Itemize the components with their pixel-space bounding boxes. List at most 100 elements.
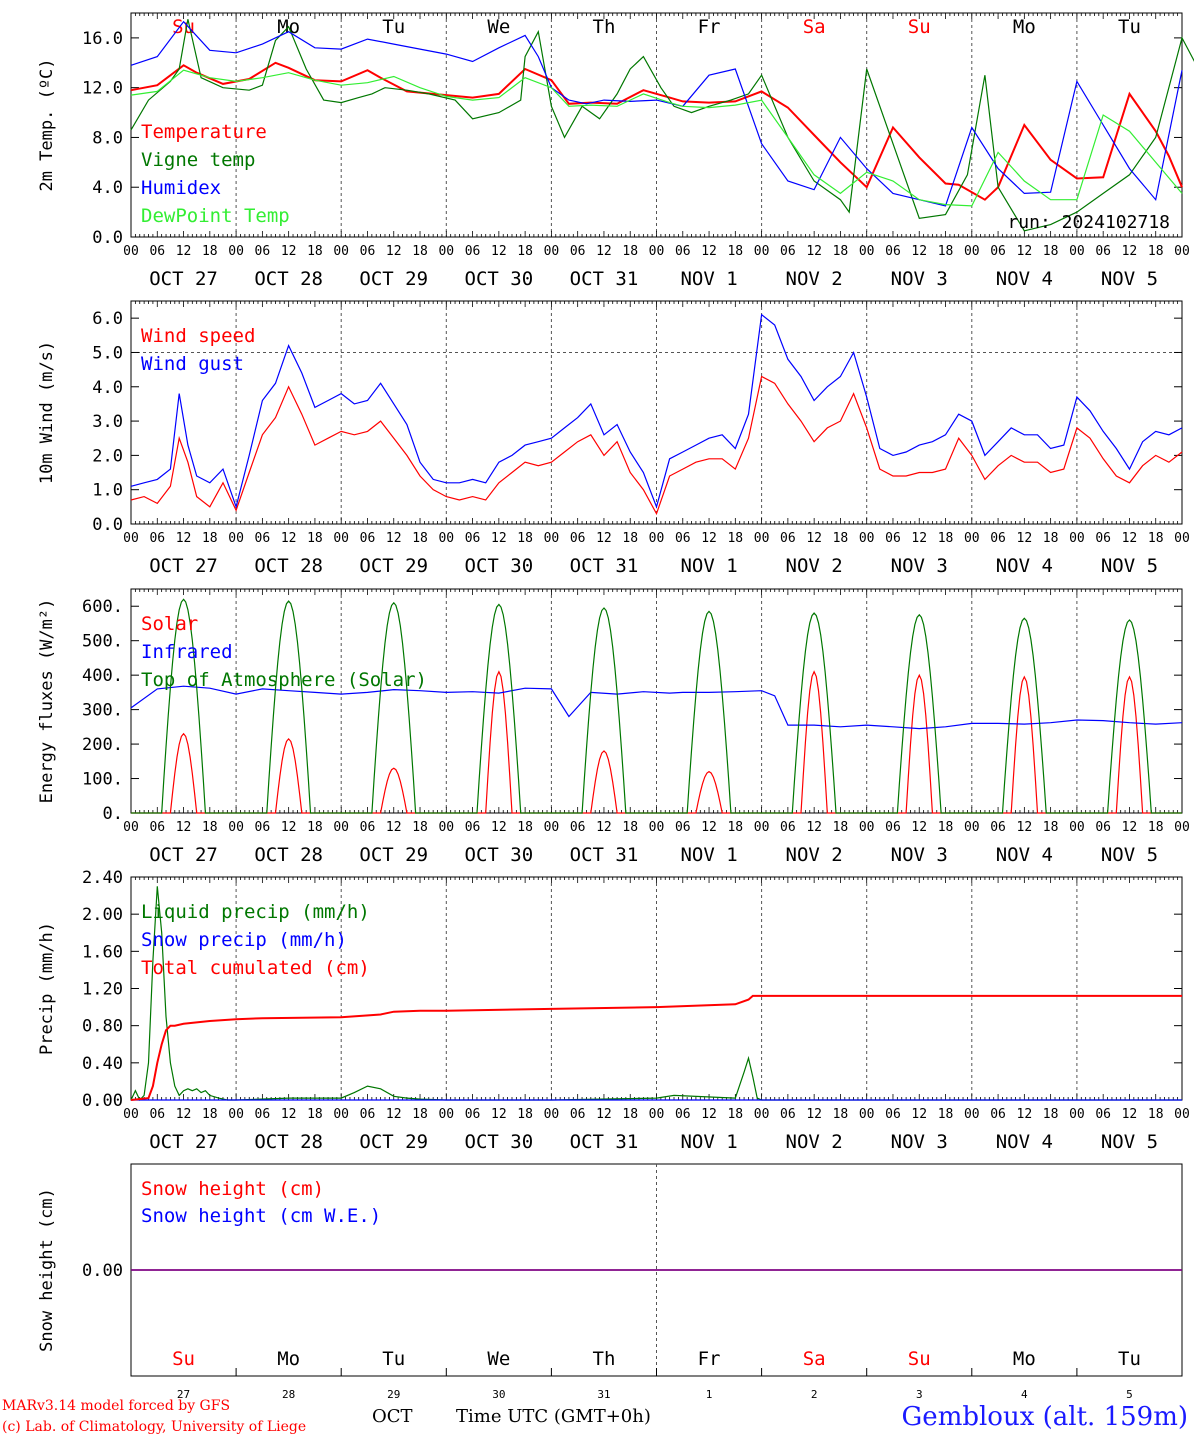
temp-hour-label: 06 [149, 244, 165, 259]
wind-day-label: NOV 5 [1101, 555, 1158, 577]
precip-series-total-cumulated-cm--line [130, 994, 1182, 1101]
precip-y-tick-label: 2.00 [82, 905, 123, 925]
energy-hour-label: 06 [570, 820, 586, 835]
snow-day-number: 3 [916, 1388, 923, 1401]
energy-hour-label: 00 [964, 820, 980, 835]
x-axis-month: OCT [372, 1406, 413, 1427]
wind-y-tick-label: 0.0 [92, 515, 123, 535]
energy-hour-label: 00 [1069, 820, 1085, 835]
energy-hour-label: 12 [911, 820, 927, 835]
energy-day-label: OCT 30 [465, 844, 534, 866]
precip-hour-label: 00 [228, 1107, 244, 1122]
temp-hour-label: 00 [649, 244, 665, 259]
energy-legend-entry: Top of Atmosphere (Solar) [141, 669, 427, 691]
precip-y-tick-label: 0.80 [82, 1017, 123, 1037]
temp-hour-label: 06 [570, 244, 586, 259]
precip-hour-label: 06 [1095, 1107, 1111, 1122]
temp-weekday-label: Tu [382, 16, 405, 38]
temp-hour-label: 00 [754, 244, 770, 259]
precip-hour-label: 06 [780, 1107, 796, 1122]
energy-hour-label: 12 [596, 820, 612, 835]
temp-y-tick-label: 0.0 [92, 228, 123, 248]
wind-hour-label: 18 [202, 531, 218, 546]
snow-legend-entry: Snow height (cm W.E.) [141, 1205, 381, 1227]
energy-hour-label: 12 [386, 820, 402, 835]
precip-hour-label: 06 [255, 1107, 271, 1122]
lab-credit: (c) Lab. of Climatology, University of L… [2, 1419, 307, 1435]
temp-hour-label: 00 [228, 244, 244, 259]
temp-day-label: NOV 1 [680, 268, 737, 290]
precip-hour-label: 18 [833, 1107, 849, 1122]
temp-legend-entry: Temperature [141, 121, 267, 143]
temp-hour-label: 00 [544, 244, 560, 259]
precip-hour-label: 18 [517, 1107, 533, 1122]
temp-hour-label: 06 [780, 244, 796, 259]
wind-hour-label: 18 [938, 531, 954, 546]
energy-hour-label: 18 [517, 820, 533, 835]
temp-hour-label: 00 [859, 244, 875, 259]
energy-y-tick-label: 400. [82, 666, 123, 686]
wind-hour-label: 06 [149, 531, 165, 546]
wind-y-tick-label: 6.0 [92, 309, 123, 329]
temp-hour-label: 12 [281, 244, 297, 259]
precip-hour-label: 12 [911, 1107, 927, 1122]
precip-hour-label: 18 [1043, 1107, 1059, 1122]
temp-day-label: NOV 5 [1101, 268, 1158, 290]
wind-hour-label: 06 [990, 531, 1006, 546]
temp-hour-label: 18 [622, 244, 638, 259]
precip-hour-label: 06 [465, 1107, 481, 1122]
energy-day-label: OCT 27 [149, 844, 218, 866]
temp-hour-label: 12 [176, 244, 192, 259]
energy-y-axis-title: Energy fluxes (W/m²) [37, 599, 57, 804]
temp-hour-label: 00 [964, 244, 980, 259]
temp-day-label: OCT 29 [359, 268, 428, 290]
temp-hour-label: 18 [1148, 244, 1164, 259]
precip-day-label: OCT 29 [359, 1131, 428, 1153]
precip-day-label: OCT 31 [570, 1131, 639, 1153]
energy-hour-label: 00 [544, 820, 560, 835]
precip-hour-label: 00 [964, 1107, 980, 1122]
energy-day-label: NOV 1 [680, 844, 737, 866]
energy-hour-label: 06 [675, 820, 691, 835]
temp-series-temperature-line [130, 61, 1183, 201]
wind-y-axis-title: 10m Wind (m/s) [37, 341, 57, 484]
precip-hour-label: 00 [438, 1107, 454, 1122]
precip-hour-label: 00 [123, 1107, 139, 1122]
wind-hour-label: 00 [333, 531, 349, 546]
precip-day-label: NOV 3 [891, 1131, 948, 1153]
snow-weekday-label: Tu [1118, 1348, 1141, 1370]
wind-hour-label: 00 [123, 531, 139, 546]
wind-hour-label: 12 [281, 531, 297, 546]
snow-weekday-label: We [487, 1348, 510, 1370]
precip-hour-label: 18 [412, 1107, 428, 1122]
wind-hour-label: 06 [675, 531, 691, 546]
energy-day-label: NOV 3 [891, 844, 948, 866]
wind-hour-label: 06 [255, 531, 271, 546]
temp-series-vigne-temp-line [130, 19, 1194, 232]
precip-y-tick-label: 0.40 [82, 1054, 123, 1074]
snow-weekday-label: Fr [698, 1348, 721, 1370]
precip-hour-label: 12 [806, 1107, 822, 1122]
temp-y-tick-label: 8.0 [92, 128, 123, 148]
snow-weekday-label: Tu [382, 1348, 405, 1370]
run-label: run: 2024102718 [1007, 212, 1170, 233]
snow-day-number: 28 [282, 1388, 295, 1401]
temp-weekday-label: Sa [803, 16, 826, 38]
energy-hour-label: 12 [1122, 820, 1138, 835]
energy-hour-label: 00 [859, 820, 875, 835]
snow-day-number: 5 [1126, 1388, 1133, 1401]
energy-hour-label: 12 [701, 820, 717, 835]
temp-legend-entry: Vigne temp [141, 149, 255, 171]
wind-hour-label: 18 [833, 531, 849, 546]
wind-y-tick-label: 3.0 [92, 412, 123, 432]
precip-y-tick-label: 1.20 [82, 980, 123, 1000]
wind-y-tick-label: 1.0 [92, 481, 123, 501]
temp-weekday-label: Su [908, 16, 931, 38]
energy-hour-label: 18 [412, 820, 428, 835]
snow-day-number: 30 [492, 1388, 505, 1401]
snow-weekday-label: Mo [1013, 1348, 1036, 1370]
wind-hour-label: 18 [727, 531, 743, 546]
wind-day-label: OCT 30 [465, 555, 534, 577]
wind-hour-label: 12 [1017, 531, 1033, 546]
energy-hour-label: 06 [1095, 820, 1111, 835]
